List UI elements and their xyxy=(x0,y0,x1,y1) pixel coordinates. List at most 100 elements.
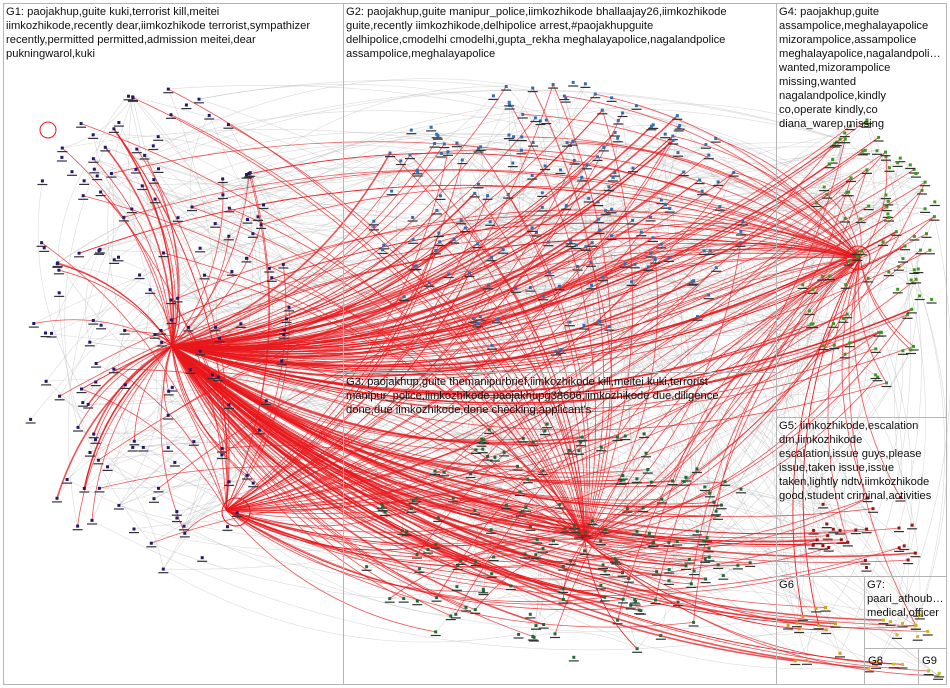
node-label-stub xyxy=(629,602,640,604)
node xyxy=(616,618,620,622)
node xyxy=(865,566,868,569)
node-label-stub xyxy=(475,319,486,321)
edge xyxy=(171,224,262,347)
edge xyxy=(163,568,519,643)
node xyxy=(786,623,790,627)
node-label-stub xyxy=(430,634,441,637)
edge xyxy=(472,318,586,541)
node-label-stub xyxy=(660,207,671,209)
node-label-stub xyxy=(860,563,871,565)
edge xyxy=(171,345,451,617)
node xyxy=(653,258,657,261)
node-label-stub xyxy=(479,442,489,444)
node xyxy=(548,270,551,274)
node xyxy=(660,497,664,501)
node-label-stub xyxy=(54,399,65,401)
node-label-stub xyxy=(179,536,190,538)
node xyxy=(192,440,196,444)
node-label-stub xyxy=(85,455,95,457)
node xyxy=(667,540,671,544)
node xyxy=(436,516,440,520)
node xyxy=(478,315,482,318)
node-label-stub xyxy=(95,195,106,197)
node xyxy=(866,496,870,500)
self-loop xyxy=(39,121,57,139)
node xyxy=(176,216,180,220)
node-label-stub xyxy=(656,203,667,205)
self-loop xyxy=(221,497,251,527)
node xyxy=(166,446,170,450)
edge xyxy=(177,172,251,299)
node-label-stub xyxy=(700,147,711,149)
node xyxy=(473,191,477,195)
node-label-stub xyxy=(908,349,919,351)
node-label-stub xyxy=(166,117,176,119)
node xyxy=(264,399,268,403)
node xyxy=(388,597,392,601)
edge xyxy=(212,243,861,376)
node xyxy=(571,140,575,143)
node xyxy=(885,381,888,385)
node-label-stub xyxy=(538,299,549,301)
node xyxy=(926,629,930,633)
node-label-stub xyxy=(906,283,917,285)
edge xyxy=(457,533,669,567)
node-label-stub xyxy=(529,640,540,642)
node-label-stub xyxy=(568,85,579,87)
node xyxy=(621,571,624,575)
edge xyxy=(171,226,375,321)
node-label-stub xyxy=(647,240,658,242)
edge xyxy=(508,103,845,136)
node xyxy=(468,271,471,275)
node-label-stub xyxy=(510,291,521,293)
node-label-stub xyxy=(735,245,746,247)
node xyxy=(381,248,385,252)
node-label-stub xyxy=(911,176,921,178)
node xyxy=(884,155,888,159)
edge xyxy=(171,132,616,347)
node-label-stub xyxy=(565,243,576,245)
node xyxy=(877,135,881,139)
node-label-stub xyxy=(609,175,620,177)
node-label-stub xyxy=(842,317,853,319)
edge xyxy=(554,257,861,635)
node-label-stub xyxy=(600,573,611,576)
node-label-stub xyxy=(163,450,174,452)
node xyxy=(667,256,671,260)
node-label-stub xyxy=(667,484,678,486)
edge xyxy=(228,124,586,541)
node xyxy=(828,162,832,166)
edge xyxy=(225,190,923,511)
node-label-stub xyxy=(223,239,234,241)
node-label-stub xyxy=(804,313,815,316)
node-label-stub xyxy=(137,188,148,191)
node-label-stub xyxy=(846,180,856,183)
node xyxy=(881,240,885,244)
edge xyxy=(171,314,908,398)
node-label-stub xyxy=(476,445,487,447)
node xyxy=(402,295,406,299)
node-label-stub xyxy=(484,432,495,435)
node xyxy=(82,486,86,490)
node xyxy=(667,579,671,583)
node xyxy=(714,137,718,140)
node-label-stub xyxy=(461,610,471,612)
node-label-stub xyxy=(595,544,606,546)
node-label-stub xyxy=(503,197,514,199)
node-label-stub xyxy=(95,252,105,254)
node-label-stub xyxy=(909,239,920,241)
node xyxy=(577,449,581,453)
node-label-stub xyxy=(821,632,832,635)
edge xyxy=(171,233,927,370)
node-label-stub xyxy=(905,167,916,170)
node xyxy=(518,490,522,494)
node xyxy=(831,527,835,531)
node-label-stub xyxy=(668,143,679,145)
edge xyxy=(481,438,586,541)
node-label-stub xyxy=(811,611,822,613)
edge xyxy=(841,257,868,499)
node-label-stub xyxy=(840,221,851,223)
node xyxy=(815,538,819,542)
node xyxy=(913,551,917,555)
node xyxy=(871,507,875,511)
